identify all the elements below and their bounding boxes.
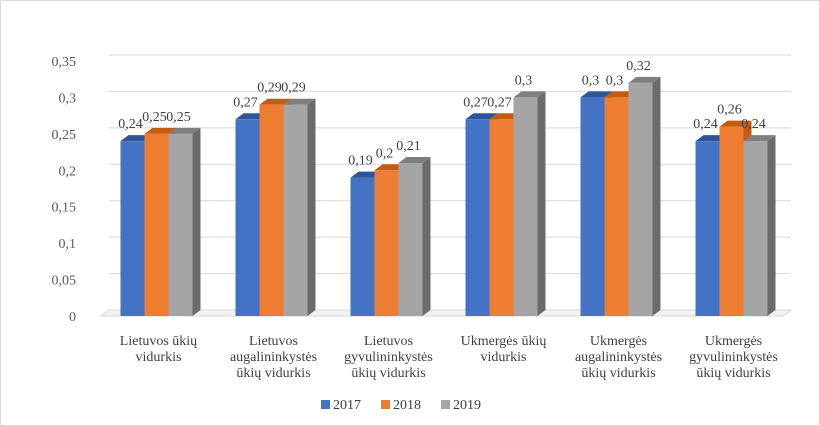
legend: 2017 2018 2019 [321,398,481,413]
y-tick-label: 0,3 [59,91,77,106]
gridlines [99,54,793,317]
bar-2017 [580,97,605,316]
y-tick-label: 0,35 [52,55,77,70]
category-label-line: augalininkystės [575,350,662,365]
category-label-line: gyvulininkystės [689,350,778,365]
bar-top-2019 [743,135,776,142]
legend-swatch-2019 [441,400,450,409]
bar-top-2019 [398,157,431,163]
bar-2017 [695,141,720,316]
data-label-2018: 0,26 [717,103,742,118]
bar-top-2019 [628,76,661,83]
legend-swatch-2018 [381,400,390,409]
bar-top-2019 [513,91,546,98]
data-label-2019: 0,25 [166,110,191,125]
bar-2018 [719,126,744,316]
bar-2017 [235,119,260,317]
category-label-line: Ukmergės ūkių [461,334,547,349]
y-tick-label: 0,25 [52,128,77,143]
data-label-2019: 0,24 [741,117,766,132]
category-label-line: ūkių vidurkis [236,366,310,381]
data-label-2019: 0,21 [396,139,421,154]
bars: 0,24 0,25 0,250,270,29 0,290,19 0,2 0,210,27 0… [118,59,776,317]
bar-2017 [465,119,490,317]
bar-top-2018 [719,120,752,127]
category-label-line: vidurkis [481,350,527,365]
category-label: Lietuvos gyvulininkystės ūkių vidurkis [344,334,433,381]
data-label-2017: 0,24 [118,117,143,132]
data-label-2019: 0,29 [281,81,306,96]
bar-2019 [513,97,538,316]
bar-top-2019 [283,98,316,105]
bar-side-2019 [652,76,661,316]
bar-2018 [374,170,399,316]
legend-label-2018: 2018 [393,398,421,413]
bar-2017 [120,141,145,316]
data-label-2018: 0,2 [376,146,394,161]
bar-top-2018 [144,127,177,134]
bar-2018 [144,133,169,316]
bar-side-2019 [537,91,546,316]
data-label-2018: 0,29 [257,81,282,96]
legend-label-2017: 2017 [333,398,361,413]
category-label-line: Ukmergės [590,334,647,349]
data-label-2019: 0,3 [515,73,533,88]
data-label-2018: 0,3 [606,73,624,88]
category-label-line: Lietuvos [249,334,298,349]
y-tick-label: 0,2 [59,164,77,179]
data-label-2017: 0,3 [582,73,600,88]
category-label-line: Ukmergės [705,334,762,349]
bar-side-2019 [307,98,316,316]
bar-2019 [743,141,768,316]
bar-side-2019 [192,127,201,316]
category-label: Lietuvos ūkių vidurkis [120,334,197,365]
y-tick-label: 0,05 [52,274,77,289]
data-label-2018: 0,25 [142,110,167,125]
legend-swatch-2017 [321,400,330,409]
y-tick-label: 0,1 [59,237,77,252]
y-tick-label: 0,15 [52,201,77,216]
legend-label-2019: 2019 [453,398,481,413]
bar-2018 [604,97,629,316]
category-label: Ukmergės gyvulininkystės ūkių vidurkis [689,334,778,381]
category-label: Ukmergės ūkių vidurkis [461,334,547,365]
data-label-2017: 0,27 [463,95,488,110]
category-label: Lietuvos augalininkystės ūkių vidurkis [230,334,317,381]
bar-top-2017 [465,113,498,120]
bar-2018 [259,104,284,316]
data-label-2017: 0,19 [348,154,373,169]
category-label-line: vidurkis [136,350,182,365]
category-label-line: ūkių vidurkis [696,366,770,381]
bar-2017 [350,177,375,316]
bar-2019 [398,163,423,316]
bar-2019 [283,104,308,316]
data-label-2018: 0,27 [487,95,512,110]
data-label-2017: 0,27 [233,95,258,110]
category-label-line: ūkių vidurkis [351,366,425,381]
category-label-line: ūkių vidurkis [581,366,655,381]
bar-side-2019 [767,135,776,316]
category-label-line: gyvulininkystės [344,350,433,365]
data-label-2019: 0,32 [626,59,651,74]
bar-2018 [489,119,514,317]
y-axis: 0 0,05 0,1 0,15 0,2 0,25 0,3 0,35 [52,55,77,325]
bar-top-2017 [580,91,613,98]
bar-top-2018 [259,98,292,105]
category-label-line: Lietuvos ūkių [120,334,197,349]
y-tick-label: 0 [69,310,76,325]
category-label-line: augalininkystės [230,350,317,365]
bar-2019 [628,82,653,316]
bar-top-2019 [168,127,201,134]
category-label: Ukmergės augalininkystės ūkių vidurkis [575,334,662,381]
data-label-2017: 0,24 [693,117,718,132]
bar-2019 [168,133,193,316]
bar-side-2019 [422,157,431,316]
chart-floor [99,309,793,317]
category-label-line: Lietuvos [364,334,413,349]
